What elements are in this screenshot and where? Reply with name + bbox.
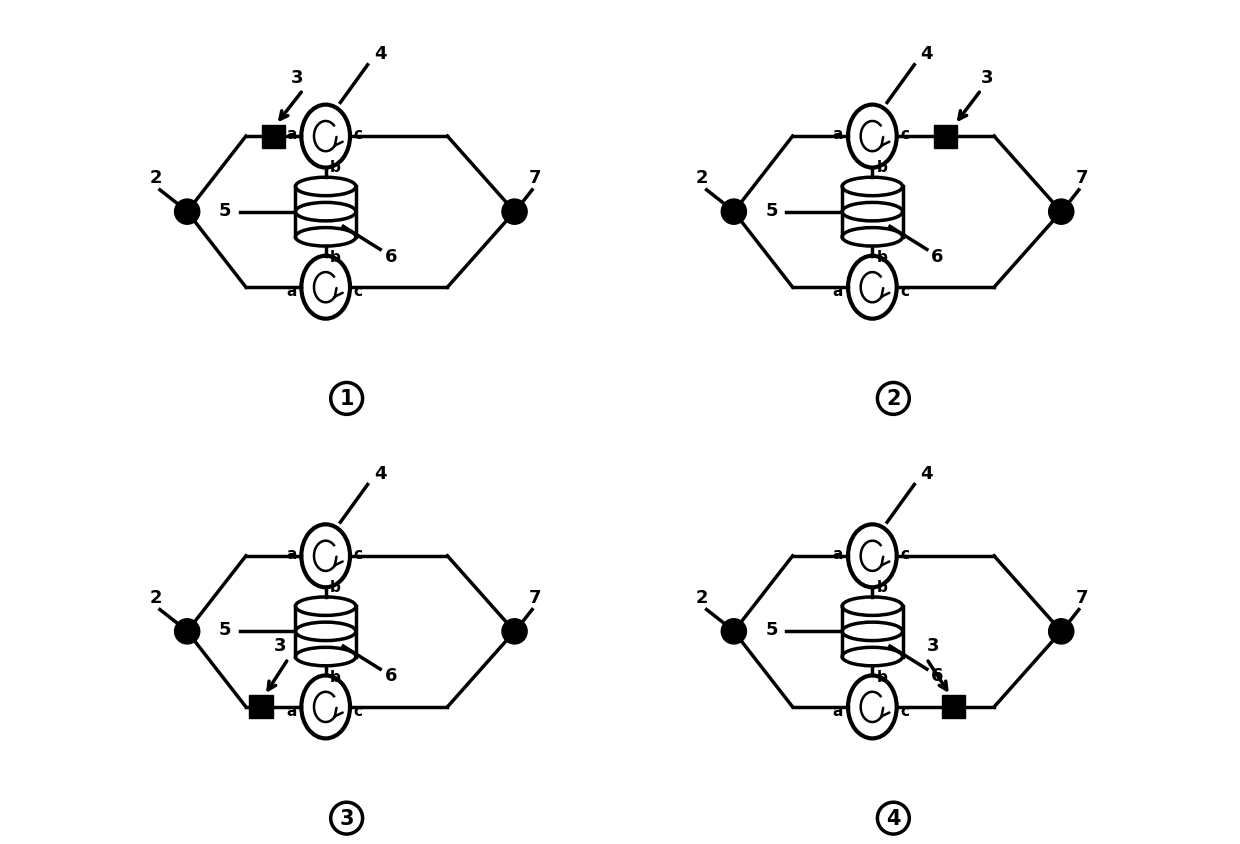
Text: c: c	[353, 703, 362, 718]
Text: 2: 2	[149, 588, 162, 606]
Text: c: c	[900, 127, 909, 143]
Circle shape	[1049, 200, 1074, 225]
Text: 3: 3	[340, 809, 353, 828]
FancyBboxPatch shape	[249, 695, 273, 718]
Text: a: a	[286, 127, 296, 143]
Text: 7: 7	[1076, 169, 1089, 187]
Text: 5: 5	[765, 620, 777, 639]
Text: 6: 6	[384, 667, 397, 684]
Circle shape	[502, 619, 527, 644]
Text: 7: 7	[529, 588, 542, 606]
Text: a: a	[832, 703, 843, 718]
Text: 4: 4	[920, 464, 934, 483]
Circle shape	[502, 200, 527, 225]
Text: b: b	[330, 160, 341, 175]
Text: c: c	[900, 284, 909, 299]
Text: 2: 2	[696, 588, 708, 606]
Text: 6: 6	[931, 247, 944, 265]
Text: 2: 2	[149, 169, 162, 187]
Text: b: b	[330, 669, 341, 684]
Text: a: a	[286, 703, 296, 718]
Text: a: a	[832, 284, 843, 299]
Text: 7: 7	[529, 169, 542, 187]
Text: 6: 6	[384, 247, 397, 265]
Text: 6: 6	[931, 667, 944, 684]
Circle shape	[722, 200, 746, 225]
Text: a: a	[286, 547, 296, 561]
Text: 3: 3	[981, 69, 993, 87]
Text: 4: 4	[887, 809, 900, 828]
Text: b: b	[877, 250, 888, 265]
Circle shape	[175, 619, 200, 644]
Text: b: b	[877, 579, 888, 594]
Text: 5: 5	[218, 620, 231, 639]
Circle shape	[722, 619, 746, 644]
Text: 7: 7	[1076, 588, 1089, 606]
Text: c: c	[900, 547, 909, 561]
Text: 3: 3	[274, 636, 286, 654]
Text: c: c	[353, 284, 362, 299]
FancyBboxPatch shape	[942, 695, 965, 718]
FancyBboxPatch shape	[934, 126, 957, 149]
Text: c: c	[353, 127, 362, 143]
Text: a: a	[286, 284, 296, 299]
Circle shape	[175, 200, 200, 225]
Text: 2: 2	[887, 389, 900, 409]
Text: b: b	[330, 250, 341, 265]
Text: 3: 3	[290, 69, 303, 87]
Text: 4: 4	[374, 464, 387, 483]
Text: 5: 5	[218, 202, 231, 219]
Text: 5: 5	[765, 202, 777, 219]
Text: 4: 4	[920, 46, 934, 63]
Text: 3: 3	[926, 636, 939, 654]
Circle shape	[1049, 619, 1074, 644]
FancyBboxPatch shape	[262, 126, 285, 149]
Text: b: b	[877, 160, 888, 175]
Text: 2: 2	[696, 169, 708, 187]
Text: 1: 1	[340, 389, 353, 409]
Text: b: b	[330, 579, 341, 594]
Text: a: a	[832, 547, 843, 561]
Text: c: c	[900, 703, 909, 718]
Text: 4: 4	[374, 46, 387, 63]
Text: a: a	[832, 127, 843, 143]
Text: b: b	[877, 669, 888, 684]
Text: c: c	[353, 547, 362, 561]
